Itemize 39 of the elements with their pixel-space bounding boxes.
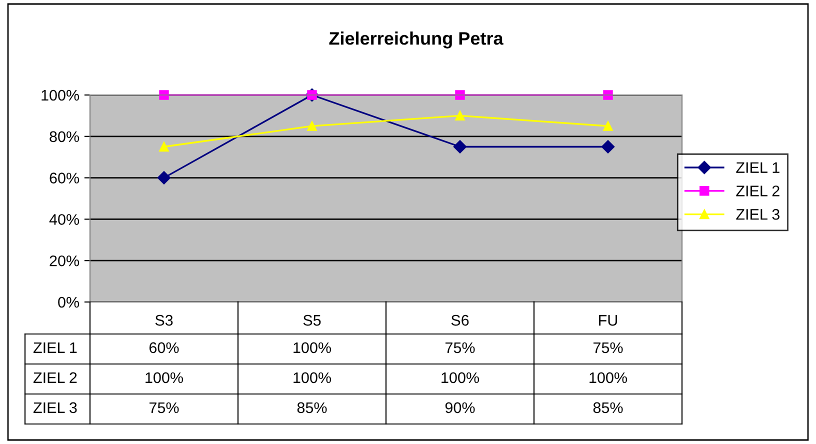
y-tick-label: 20% [50,255,80,266]
x-tick-label: S3 [155,314,173,326]
data-label: 60% [149,342,179,354]
point [601,140,615,154]
y-tick-label: 40% [49,214,80,225]
text: ZIEL 3 [33,402,77,414]
chart-title: Zielerreichung Petra [329,32,504,48]
y-tick-label: 0% [58,296,80,308]
x-tick-label: S6 [451,314,469,326]
legend-label: ZIEL 3 [736,208,780,220]
data-label: 100% [590,372,627,384]
data-label: 85% [297,402,327,414]
data-label: 100% [294,372,331,384]
point [159,142,169,152]
legend-label: ZIEL 1 [736,162,780,173]
data-label: 90% [445,402,475,414]
text: ZIEL 2 [33,372,77,383]
y-tick-label: 80% [50,131,80,142]
legend-label: ZIEL 2 [736,186,780,196]
point [159,90,169,100]
data-label: 75% [149,402,179,414]
point [307,121,317,131]
data-label: 75% [593,342,623,354]
x-tick-label: FU [599,315,618,326]
data-label: 100% [146,372,183,384]
data-label: 100% [294,342,331,354]
point [603,121,613,131]
text: ZIEL 1 [33,342,77,353]
point [157,171,171,184]
point [603,90,613,100]
y-tick-label: 100% [42,90,80,101]
data-label: 75% [445,342,475,354]
data-label: 85% [593,402,623,414]
x-tick-label: S5 [303,314,321,326]
y-tick-label: 60% [50,172,80,184]
point [455,90,465,100]
data-label: 100% [442,372,479,384]
point [455,110,465,121]
point [453,140,467,154]
